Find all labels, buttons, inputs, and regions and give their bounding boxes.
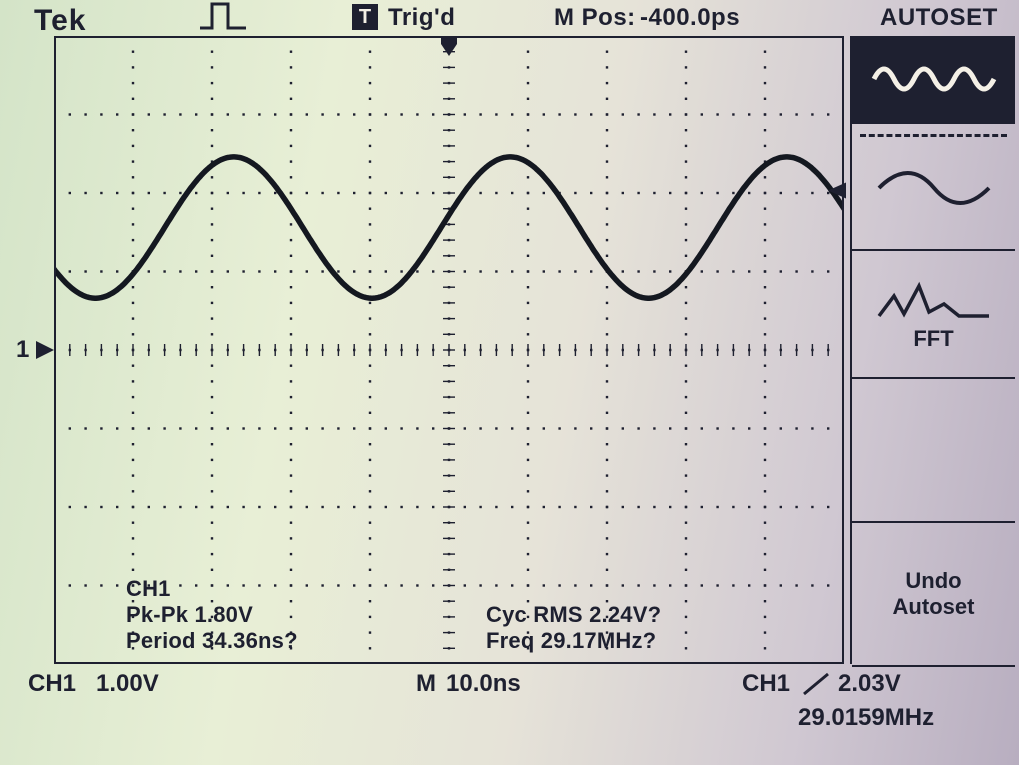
trigger-level-marker-icon	[826, 181, 846, 206]
meas-pkpk: Pk-Pk 1.80V	[126, 602, 486, 628]
meas-channel-label: CH1	[126, 576, 486, 602]
waveform-display: CH1 Pk-Pk 1.80V Cyc RMS 2.24V? Period 34…	[54, 36, 844, 664]
bottom-status-bar: CH1 1.00V M 10.0ns CH1 2.03V 29.0159MHz	[0, 668, 1019, 758]
menu-item-sine[interactable]	[852, 127, 1015, 251]
ch1-scale-label: CH1	[28, 670, 76, 698]
undo-line1: Undo	[905, 568, 961, 594]
meas-freq: Freq 29.17MHz?	[486, 628, 656, 654]
top-status-bar: Tek T Trig'd M Pos: -400.0ps AUTOSET	[0, 0, 1019, 36]
menu-item-blank	[852, 379, 1015, 523]
timebase-value: 10.0ns	[446, 670, 521, 698]
trigger-status: Trig'd	[388, 4, 455, 32]
single-cycle-icon	[869, 158, 999, 218]
menu-item-undo[interactable]: Undo Autoset	[852, 523, 1015, 667]
ch1-ground-arrow-icon	[36, 341, 56, 364]
graticule-border	[54, 36, 844, 664]
trigger-source-label: CH1	[742, 670, 790, 698]
brand-logo: Tek	[34, 4, 86, 38]
undo-line2: Autoset	[893, 594, 975, 620]
meas-freq-label: Freq	[486, 628, 534, 653]
meas-pkpk-value: 1.80V	[194, 602, 253, 627]
fft-label: FFT	[913, 326, 953, 352]
mpos-value: -400.0ps	[640, 4, 740, 32]
meas-cycrms-value: 2.24V?	[589, 602, 661, 627]
pulse-icon	[198, 0, 248, 37]
meas-freq-value: 29.17MHz?	[541, 628, 657, 653]
menu-item-fft[interactable]: FFT	[852, 251, 1015, 379]
measurement-readout: CH1 Pk-Pk 1.80V Cyc RMS 2.24V? Period 34…	[126, 576, 866, 654]
ch1-scale-value: 1.00V	[96, 670, 159, 698]
multi-cycle-icon	[869, 54, 999, 104]
menu-item-multi-cycle[interactable]	[852, 36, 1015, 124]
mpos-label: M Pos:	[554, 4, 636, 32]
autoset-title: AUTOSET	[880, 4, 998, 32]
meas-period: Period 34.36ns?	[126, 628, 486, 654]
meas-cycrms-label: Cyc RMS	[486, 602, 583, 627]
autoset-side-menu: FFT Undo Autoset	[850, 36, 1015, 664]
trigger-level-value: 2.03V	[838, 670, 901, 698]
trigger-freq-value: 29.0159MHz	[798, 704, 934, 732]
timebase-label: M	[416, 670, 436, 698]
meas-cycrms: Cyc RMS 2.24V?	[486, 602, 661, 628]
meas-period-value: 34.36ns?	[202, 628, 298, 653]
fft-icon	[869, 276, 999, 326]
meas-pkpk-label: Pk-Pk	[126, 602, 188, 627]
trigger-badge: T	[352, 4, 378, 30]
meas-period-label: Period	[126, 628, 196, 653]
rising-edge-icon	[802, 672, 830, 701]
ch1-ground-marker: 1	[16, 336, 29, 364]
